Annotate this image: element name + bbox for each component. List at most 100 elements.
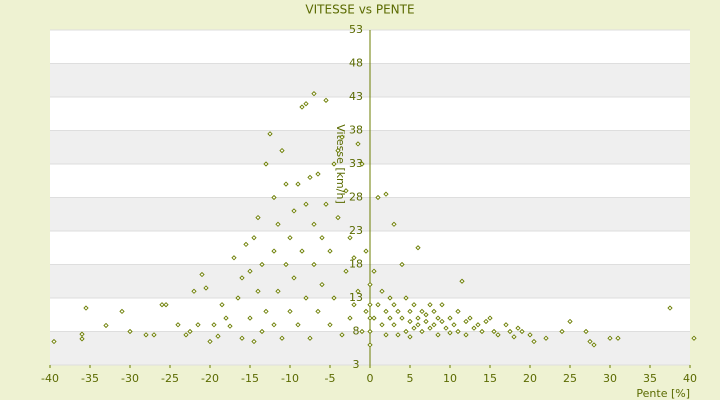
scatter-point [403,328,409,335]
scatter-point [275,221,281,227]
scatter-point [471,325,477,331]
scatter-point [315,308,321,315]
scatter-point [407,334,413,340]
scatter-point [439,302,445,308]
scatter-point [239,335,245,341]
x-tick-label: 30 [603,372,617,385]
scatter-point [427,325,433,331]
scatter-point [407,308,413,315]
scatter-point [143,332,149,338]
scatter-point [391,302,397,308]
scatter-point [319,281,325,288]
scatter-point [483,318,489,325]
scatter-point [323,97,329,103]
scatter-point [383,332,389,338]
scatter-point [451,322,457,328]
y-tick-label: 38 [349,124,363,137]
y-tick-label: 43 [349,90,363,103]
scatter-point [283,181,289,187]
scatter-point [259,261,265,268]
scatter-point [543,335,549,341]
x-tick-label: -35 [81,372,99,385]
x-tick-label: -20 [201,372,219,385]
scatter-point [419,308,425,315]
scatter-point [247,268,253,274]
scatter-point [475,322,481,328]
scatter-point [519,328,525,335]
scatter-point [51,338,57,345]
scatter-point [567,318,573,325]
scatter-point [151,332,157,338]
scatter-point [403,295,409,301]
scatter-point [303,101,309,107]
scatter-point [199,271,205,278]
scatter-point [323,201,329,207]
scatter-point [263,308,269,315]
scatter-point [331,295,337,301]
scatter-point [243,241,249,248]
scatter-point [271,194,277,201]
scatter-point [515,325,521,331]
scatter-point [379,288,385,294]
scatter-point [291,208,297,214]
y-tick-label: 48 [349,57,363,70]
scatter-point [299,248,305,254]
scatter-point [367,328,373,335]
scatter-point [327,248,333,254]
x-tick-label: 40 [683,372,697,385]
scatter-point [415,322,421,328]
scatter-point [439,318,445,325]
scatter-point [487,315,493,321]
scatter-point [251,235,257,241]
scatter-point [287,308,293,315]
scatter-point [559,328,565,335]
scatter-point [263,161,269,167]
x-tick-label: 10 [443,372,457,385]
scatter-point [423,312,429,318]
y-tick-label: 23 [349,224,363,237]
scatter-point [307,174,313,181]
x-tick-label: -25 [161,372,179,385]
scatter-point [223,315,229,321]
scatter-point [531,338,537,345]
scatter-point [311,221,317,227]
scatter-point [667,305,673,311]
scatter-point [343,188,349,194]
scatter-point [207,338,213,345]
scatter-point [299,104,305,110]
scatter-point [339,134,345,140]
scatter-point [271,248,277,254]
scatter-point [327,322,333,328]
scatter-point [339,332,345,338]
scatter-point [315,171,321,177]
y-tick-label: 18 [349,258,363,271]
scatter-point [507,328,513,335]
scatter-point [335,147,341,154]
scatter-point [347,315,353,321]
scatter-point [367,342,373,348]
scatter-point [375,302,381,308]
scatter-point [607,335,613,341]
scatter-point [203,285,209,291]
scatter-point [159,302,165,308]
scatter-point [391,221,397,227]
scatter-point [427,302,433,308]
scatter-point [267,131,273,137]
scatter-point [355,288,361,294]
x-tick-label: 0 [367,372,374,385]
x-tick-label: 35 [643,372,657,385]
scatter-point [583,328,589,335]
scatter-point [511,334,517,340]
scatter-point [415,315,421,321]
scatter-point [279,335,285,341]
scatter-point [419,328,425,335]
scatter-point [311,261,317,268]
scatter-point [399,261,405,268]
scatter-point [371,268,377,274]
y-tick-label: 8 [353,325,360,338]
scatter-point [279,147,285,154]
scatter-point [371,315,377,321]
scatter-point [83,305,89,311]
scatter-point [447,315,453,321]
scatter-point [503,322,509,328]
